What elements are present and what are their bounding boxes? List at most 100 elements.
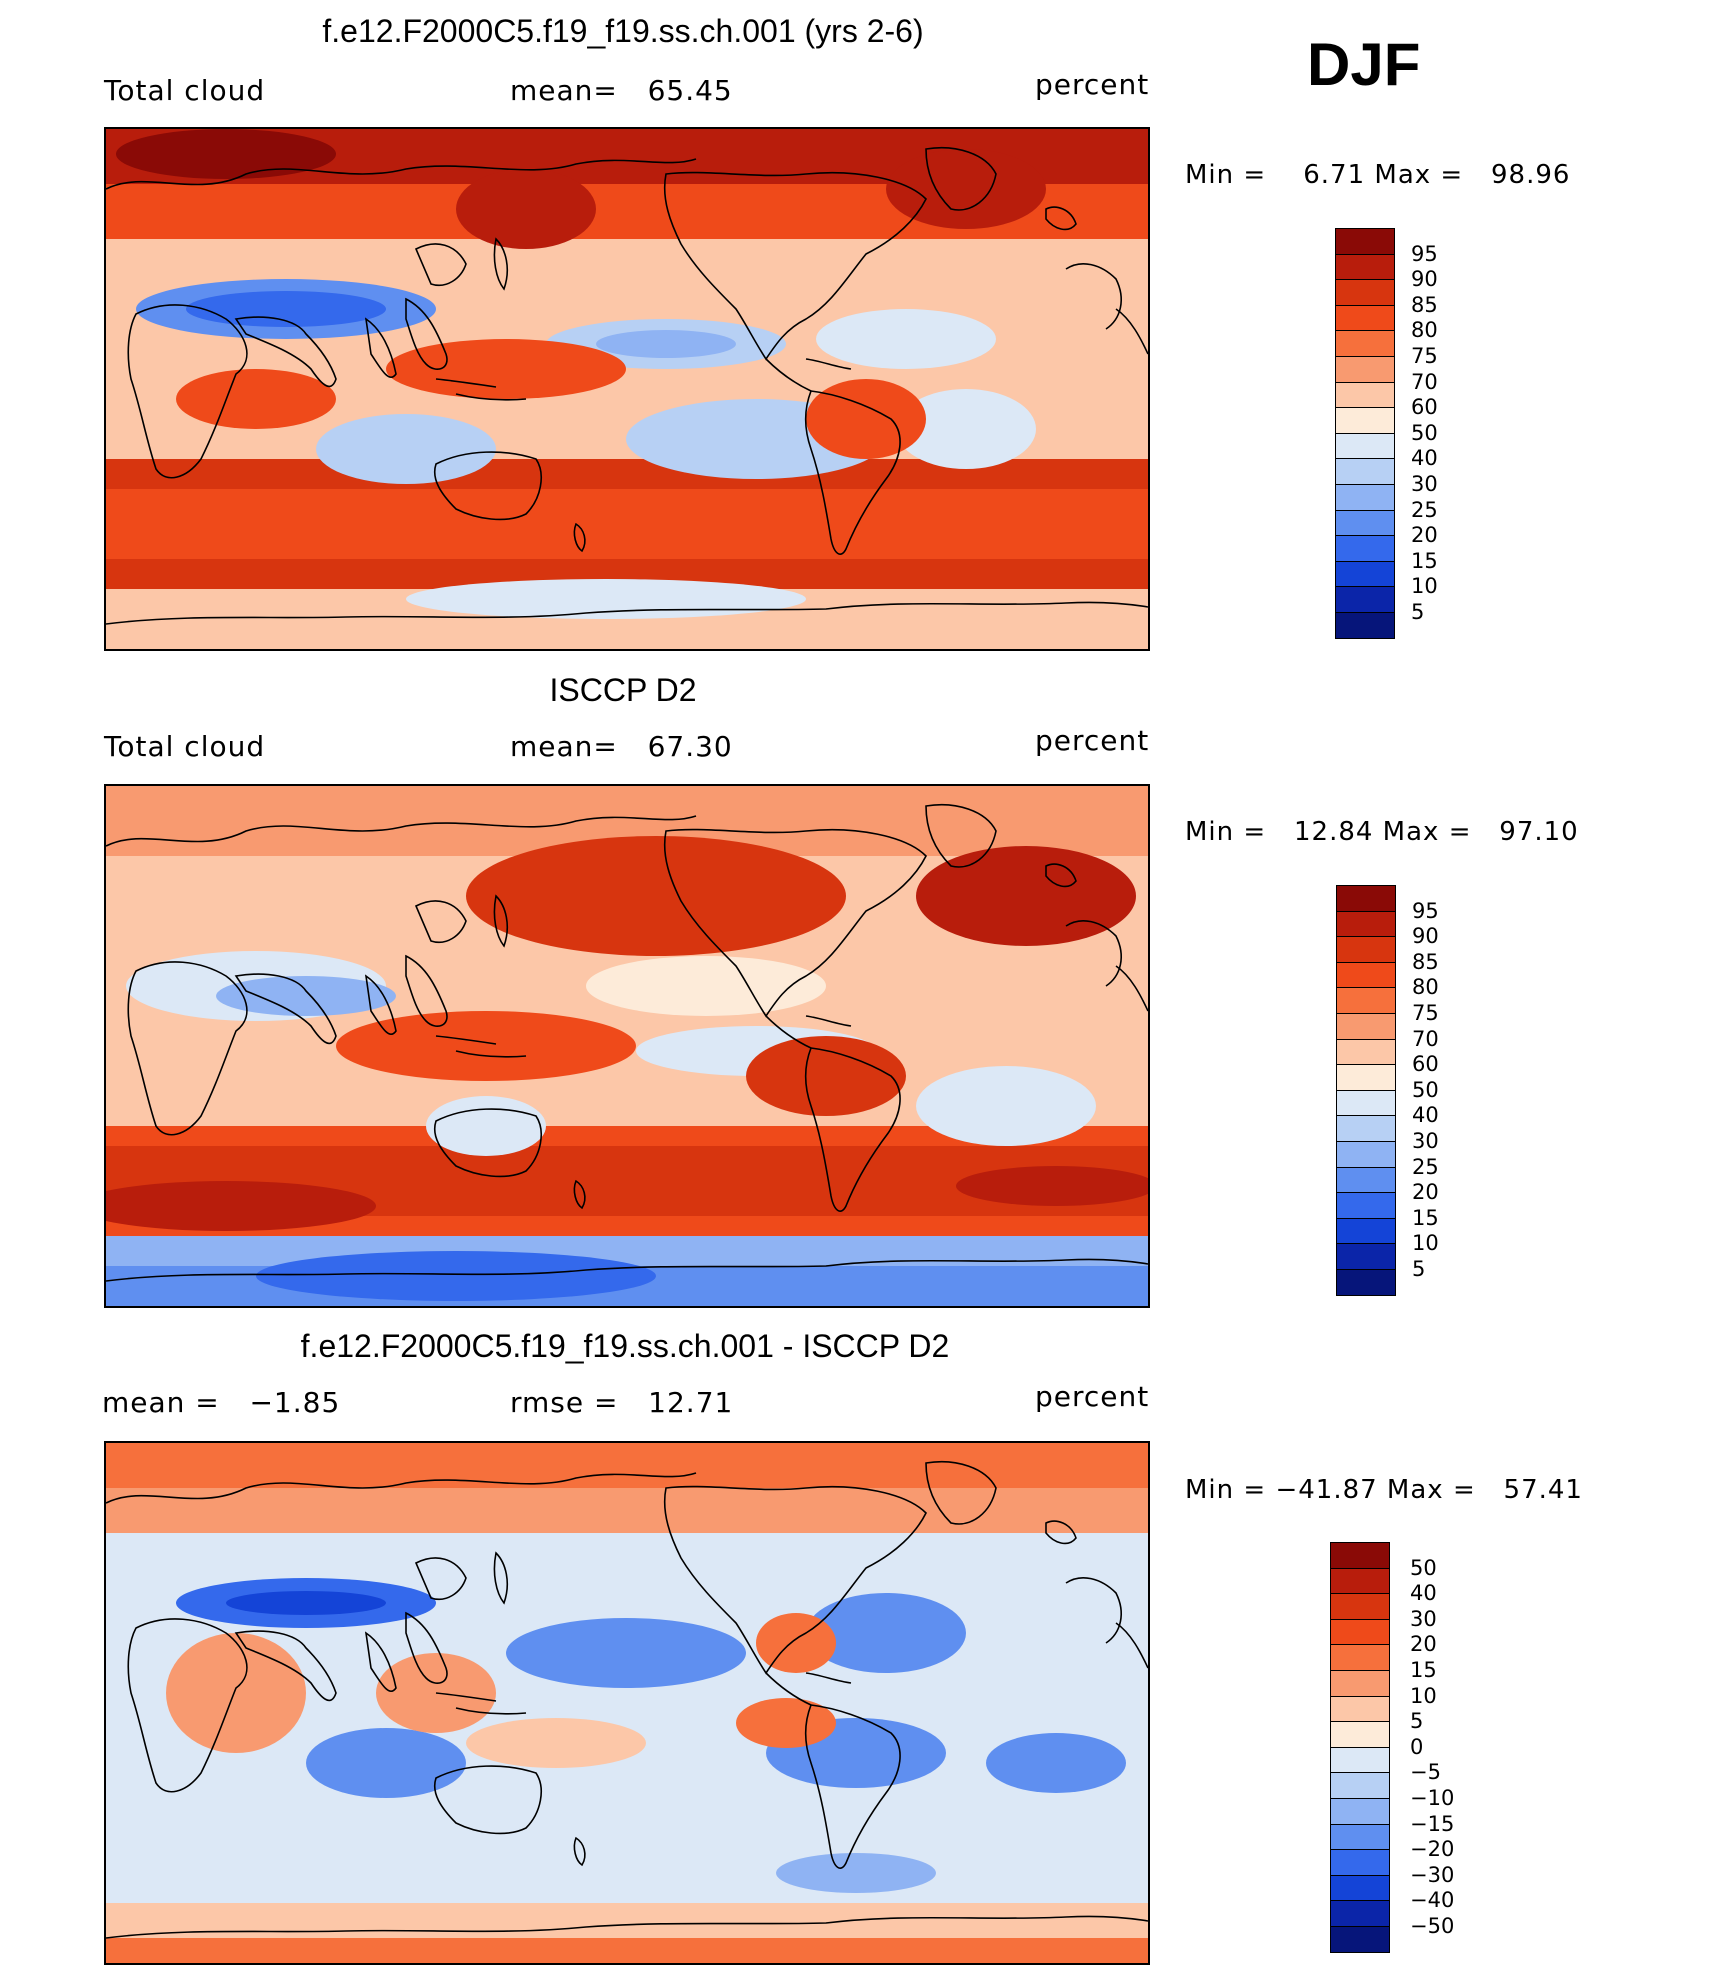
panel3-units: percent xyxy=(1035,1380,1150,1413)
colorbar-label: 50 xyxy=(1410,1555,1437,1580)
positive-anomaly-region xyxy=(756,1613,836,1673)
season-label: DJF xyxy=(1307,31,1421,98)
colorbar-swatch xyxy=(1336,1141,1396,1168)
coastline xyxy=(106,601,1148,625)
colorbar-swatch xyxy=(1330,1746,1390,1774)
coastline xyxy=(455,1050,527,1058)
coastline xyxy=(435,1035,497,1045)
colorbar-label: 40 xyxy=(1412,1103,1439,1128)
colorbar-label: 80 xyxy=(1412,975,1439,1000)
coastline xyxy=(127,961,248,1136)
panel3-map xyxy=(104,1441,1150,1965)
coastline xyxy=(804,1047,901,1212)
colorbar-swatch xyxy=(1335,458,1395,485)
low-cloud-region xyxy=(916,1066,1096,1146)
colorbar-label: 20 xyxy=(1411,523,1438,548)
colorbar-swatch xyxy=(1336,885,1396,912)
colorbar-label: 90 xyxy=(1412,924,1439,949)
cloud-field-region xyxy=(336,1011,636,1081)
coastline xyxy=(234,316,337,388)
low-cloud-region xyxy=(816,309,996,369)
coastline xyxy=(765,1015,812,1049)
low-cloud-region xyxy=(216,976,396,1016)
coastline xyxy=(106,158,697,190)
coastline xyxy=(493,1551,508,1605)
coastline xyxy=(414,900,467,943)
coastline xyxy=(805,1672,852,1684)
colorbar-swatch xyxy=(1336,1038,1396,1066)
panel1-units: percent xyxy=(1035,68,1150,101)
coastline xyxy=(925,1460,997,1525)
coastline xyxy=(663,171,927,361)
colorbar-label: 20 xyxy=(1410,1632,1437,1657)
colorbar-label: 90 xyxy=(1411,267,1438,292)
colorbar-swatch xyxy=(1335,535,1395,562)
colorbar-swatch xyxy=(1330,1900,1390,1927)
colorbar-label: −40 xyxy=(1410,1888,1455,1913)
coastline xyxy=(234,973,337,1045)
colorbar-label: 60 xyxy=(1412,1052,1439,1077)
colorbar-swatch xyxy=(1335,560,1395,588)
cloud-field-band xyxy=(106,1443,1148,1488)
colorbar-swatch xyxy=(1335,586,1395,613)
colorbar-swatch xyxy=(1330,1593,1390,1620)
colorbar-label: −30 xyxy=(1410,1862,1455,1887)
colorbar-label: 20 xyxy=(1412,1180,1439,1205)
cloud-field-region xyxy=(916,846,1136,946)
colorbar-label: −15 xyxy=(1410,1811,1455,1836)
coastline xyxy=(805,1015,852,1027)
panel2-title: ISCCP D2 xyxy=(549,672,697,708)
panel2-minmax: Min = 12.84 Max = 97.10 xyxy=(1185,817,1579,847)
coastline xyxy=(573,1179,586,1210)
colorbar-swatch xyxy=(1330,1849,1390,1876)
colorbar-swatch xyxy=(1335,432,1395,460)
colorbar-swatch xyxy=(1330,1695,1390,1723)
colorbar-swatch xyxy=(1335,228,1395,255)
panel3-rmse: rmse = 12.71 xyxy=(510,1386,734,1419)
colorbar-swatch xyxy=(1335,407,1395,434)
positive-anomaly-region xyxy=(466,1718,646,1768)
panel1-map xyxy=(104,127,1150,651)
coastline xyxy=(765,358,812,392)
low-cloud-region xyxy=(256,1251,656,1301)
coastline xyxy=(435,1692,497,1702)
panel1-minmax: Min = 6.71 Max = 98.96 xyxy=(1185,160,1571,190)
coastline xyxy=(364,974,397,1035)
colorbar-swatch xyxy=(1335,381,1395,409)
colorbar-swatch xyxy=(1330,1874,1390,1902)
coastline xyxy=(765,1672,812,1706)
cloud-field-band xyxy=(106,1938,1148,1963)
colorbar-label: 15 xyxy=(1411,548,1438,573)
colorbar-label: 75 xyxy=(1411,344,1438,368)
coastline xyxy=(106,1915,1148,1939)
colorbar-label: 30 xyxy=(1412,1129,1439,1153)
negative-anomaly-region xyxy=(506,1618,746,1688)
colorbar-label: 30 xyxy=(1411,472,1438,496)
colorbar-swatch xyxy=(1330,1721,1390,1748)
colorbar-label: 5 xyxy=(1411,600,1425,624)
negative-anomaly-region xyxy=(986,1733,1126,1793)
colorbar-label: 15 xyxy=(1410,1658,1437,1682)
coastline xyxy=(925,803,997,868)
colorbar-swatch xyxy=(1336,961,1396,989)
colorbar-swatch xyxy=(1335,612,1395,639)
colorbar-label: 30 xyxy=(1410,1606,1437,1631)
colorbar-swatch xyxy=(1336,987,1396,1014)
coastline xyxy=(434,1765,542,1835)
coastline xyxy=(106,1258,1148,1282)
colorbar-label: 10 xyxy=(1410,1683,1437,1708)
coastline xyxy=(234,1630,337,1702)
colorbar-swatch xyxy=(1330,1772,1390,1799)
panel2-map xyxy=(104,784,1150,1308)
coastline xyxy=(804,1704,901,1869)
coastline xyxy=(434,451,542,521)
coastline xyxy=(1115,308,1148,355)
cloud-field-region xyxy=(746,1036,906,1116)
colorbar-label: −50 xyxy=(1410,1914,1455,1938)
colorbar-label: 25 xyxy=(1411,497,1438,522)
cloud-field-region xyxy=(456,169,596,249)
panel2-units: percent xyxy=(1035,724,1150,757)
panel3-title: f.e12.F2000C5.f19_f19.ss.ch.001 - ISCCP … xyxy=(300,1328,950,1364)
coastline xyxy=(364,1631,397,1692)
coastline xyxy=(573,1836,586,1867)
